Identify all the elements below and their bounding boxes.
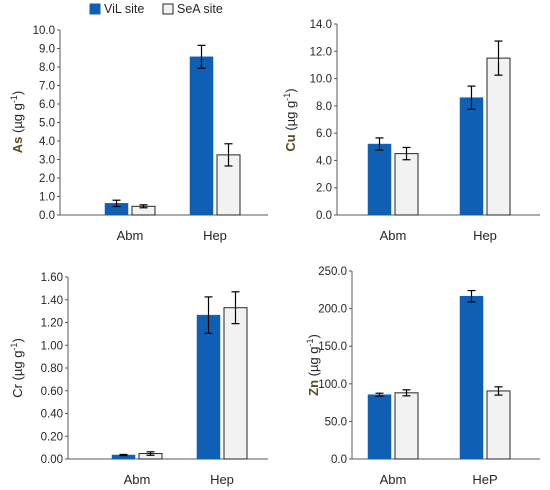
y-tick-label: 9.0 — [39, 44, 55, 56]
y-tick-label: 7.0 — [39, 81, 55, 93]
y-tick-label: 100.0 — [318, 379, 347, 391]
x-category-label: HeP — [472, 472, 497, 487]
x-category-label: Hep — [203, 228, 227, 243]
y-tick-label: 0.0 — [331, 454, 347, 466]
y-tick-label: 2.0 — [316, 183, 332, 195]
bar-vil-hep — [196, 314, 221, 460]
bar-vil-abm — [367, 143, 392, 216]
y-tick-label: 0.80 — [41, 363, 63, 375]
bar-vil-hep — [189, 56, 214, 216]
y-tick-label: 200.0 — [318, 304, 347, 316]
y-tick-label: 5.0 — [39, 118, 55, 130]
y-tick-label: 0.00 — [41, 454, 63, 466]
bar-sea-hep — [486, 57, 511, 216]
legend: ViL site SeA site — [89, 2, 223, 16]
y-tick-label: 14.0 — [310, 19, 332, 31]
bar-sea-abm — [394, 392, 419, 460]
y-tick-label: 8.0 — [316, 101, 332, 113]
x-category-label: Abm — [380, 472, 407, 487]
bar-sea-abm — [394, 153, 419, 216]
y-tick-label: 50.0 — [325, 416, 347, 428]
x-category-label: Hep — [210, 472, 234, 487]
legend-swatch-vil — [89, 3, 101, 15]
y-tick-label: 2.0 — [39, 173, 55, 185]
x-category-label: Abm — [117, 228, 144, 243]
x-category-label: Hep — [473, 228, 497, 243]
y-tick-label: 1.0 — [39, 192, 55, 204]
y-tick-label: 3.0 — [39, 155, 55, 167]
legend-label-vil: ViL site — [104, 2, 144, 16]
bar-sea-hep — [223, 307, 248, 460]
y-axis-title: Cu (µg g-1) — [282, 88, 298, 151]
y-tick-label: 0.60 — [41, 386, 63, 398]
y-tick-label: 150.0 — [318, 341, 347, 353]
y-tick-label: 250.0 — [318, 266, 347, 278]
y-axis-title: Cr (µg g-1) — [9, 338, 25, 398]
y-tick-label: 6.0 — [316, 128, 332, 140]
charts-container: 0.0 1.0 2.0 3.0 4.0 5.0 6.0 7.0 8.0 9.0 10.0 Abm Hep… — [9, 19, 540, 487]
y-tick-label: 10.0 — [33, 25, 55, 37]
y-tick-label: 12.0 — [310, 46, 332, 58]
y-tick-label: 1.40 — [41, 295, 63, 307]
y-tick-label: 1.00 — [41, 340, 63, 352]
bar-vil-abm — [367, 394, 392, 460]
chart-panel-3: 0.0 50.0 100.0 150.0 200.0 250.0 Abm HeP Zn (µg … — [305, 266, 540, 487]
y-tick-label: 1.60 — [41, 272, 63, 284]
chart-panel-2: 0.00 0.20 0.40 0.60 0.80 1.00 1.20 1.40 1.60 Abm H… — [9, 272, 268, 487]
bar-sea-hep — [486, 390, 511, 460]
chart-panel-0: 0.0 1.0 2.0 3.0 4.0 5.0 6.0 7.0 8.0 9.0 10.0 Abm Hep… — [9, 25, 268, 243]
bar-vil-hep — [459, 295, 484, 460]
y-tick-label: 0.40 — [41, 409, 63, 421]
y-tick-label: 0.0 — [316, 210, 332, 222]
y-tick-label: 0.20 — [41, 431, 63, 443]
y-tick-label: 6.0 — [39, 99, 55, 111]
y-axis-title: As (µg g-1) — [9, 91, 25, 154]
bar-vil-hep — [459, 97, 484, 216]
y-tick-label: 4.0 — [316, 155, 332, 167]
y-tick-label: 8.0 — [39, 62, 55, 74]
y-tick-label: 10.0 — [310, 74, 332, 86]
y-axis-title: Zn (µg g-1) — [305, 334, 321, 396]
y-tick-label: 0.0 — [39, 210, 55, 222]
x-category-label: Abm — [380, 228, 407, 243]
x-category-label: Abm — [124, 472, 151, 487]
legend-label-sea: SeA site — [177, 2, 223, 16]
y-tick-label: 4.0 — [39, 136, 55, 148]
y-tick-label: 1.20 — [41, 318, 63, 330]
chart-panel-1: 0.0 2.0 4.0 6.0 8.0 10.0 12.0 14.0 Abm Hep Cu (µg … — [282, 19, 540, 243]
legend-swatch-sea — [162, 3, 174, 15]
